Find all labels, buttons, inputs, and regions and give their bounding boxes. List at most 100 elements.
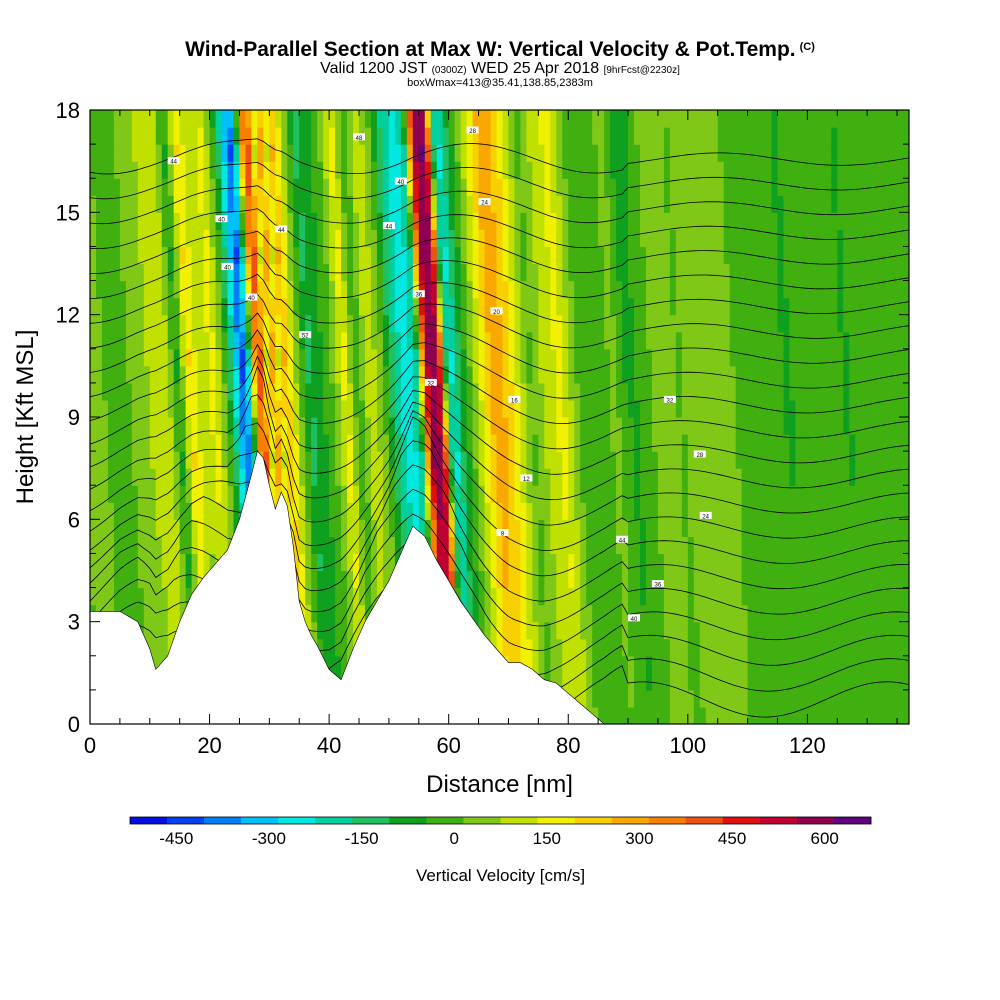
velocity-cell — [657, 417, 665, 435]
velocity-cell — [107, 485, 115, 503]
velocity-cell — [580, 144, 587, 162]
velocity-cell — [753, 365, 761, 384]
velocity-cell — [687, 382, 695, 401]
velocity-cell — [747, 246, 755, 265]
velocity-cell — [705, 348, 713, 367]
velocity-cell — [610, 297, 617, 316]
velocity-cell — [376, 229, 384, 248]
contour-label-box — [215, 215, 228, 223]
velocity-cell — [903, 502, 909, 520]
velocity-cell — [604, 297, 611, 316]
velocity-cell — [287, 365, 294, 384]
velocity-cell — [753, 706, 761, 724]
velocity-cell — [281, 451, 288, 469]
velocity-cell — [771, 468, 779, 486]
velocity-cell — [197, 485, 205, 503]
velocity-cell — [233, 263, 241, 282]
velocity-cell — [502, 570, 510, 589]
velocity-cell — [873, 485, 880, 503]
velocity-cell — [329, 297, 336, 316]
velocity-cell — [550, 110, 557, 128]
velocity-cell — [137, 178, 145, 196]
velocity-cell — [239, 263, 247, 282]
velocity-cell — [801, 348, 808, 367]
velocity-cell — [317, 638, 324, 657]
velocity-cell — [95, 263, 103, 282]
velocity-cell — [418, 280, 426, 299]
velocity-cell — [897, 604, 904, 623]
velocity-cell — [418, 502, 426, 520]
velocity-cell — [215, 127, 223, 145]
velocity-cell — [699, 672, 707, 691]
velocity-cell — [729, 348, 737, 367]
velocity-cell — [305, 382, 312, 401]
velocity-cell — [861, 502, 868, 520]
velocity-cell — [305, 519, 312, 537]
velocity-cell — [693, 587, 701, 606]
velocity-cell — [215, 417, 223, 435]
velocity-cell — [221, 519, 229, 537]
velocity-cell — [657, 365, 665, 384]
velocity-cell — [556, 502, 563, 520]
velocity-cell — [855, 417, 862, 435]
velocity-cell — [520, 212, 527, 230]
velocity-cell — [819, 417, 826, 435]
velocity-cell — [257, 382, 264, 401]
velocity-cell — [364, 587, 372, 606]
velocity-cell — [729, 212, 737, 230]
velocity-cell — [843, 502, 850, 520]
velocity-cell — [789, 144, 797, 162]
velocity-cell — [711, 314, 719, 333]
velocity-cell — [269, 246, 276, 265]
velocity-cell — [801, 246, 808, 265]
velocity-cell — [436, 553, 444, 572]
velocity-cell — [484, 161, 492, 179]
velocity-cell — [741, 178, 749, 196]
velocity-cell — [747, 519, 755, 537]
velocity-cell — [825, 587, 832, 606]
velocity-cell — [412, 502, 420, 520]
velocity-cell — [532, 314, 539, 333]
velocity-cell — [245, 468, 253, 486]
velocity-cell — [765, 110, 773, 128]
velocity-cell — [849, 638, 856, 657]
velocity-cell — [317, 434, 324, 452]
velocity-cell — [520, 553, 527, 572]
velocity-cell — [359, 280, 366, 299]
velocity-cell — [113, 468, 121, 486]
velocity-cell — [478, 297, 486, 316]
velocity-cell — [789, 672, 797, 691]
velocity-cell — [759, 553, 767, 572]
velocity-cell — [329, 570, 336, 589]
velocity-cell — [765, 195, 773, 213]
velocity-cell — [484, 485, 492, 503]
velocity-cell — [861, 229, 868, 248]
velocity-cell — [341, 382, 348, 401]
velocity-cell — [574, 314, 581, 333]
velocity-cell — [687, 229, 695, 248]
velocity-cell — [472, 519, 480, 537]
velocity-cell — [795, 246, 802, 265]
velocity-cell — [657, 348, 665, 367]
velocity-cell — [179, 485, 187, 503]
velocity-cell — [353, 502, 360, 520]
velocity-cell — [341, 604, 348, 623]
velocity-cell — [568, 110, 575, 128]
velocity-cell — [275, 485, 282, 503]
velocity-cell — [580, 314, 587, 333]
velocity-cell — [466, 485, 474, 503]
velocity-cell — [711, 178, 719, 196]
velocity-cell — [598, 178, 605, 196]
velocity-cell — [729, 161, 737, 179]
theta-contour-line — [90, 185, 909, 225]
velocity-cell — [729, 229, 737, 248]
velocity-cell — [376, 502, 384, 520]
velocity-cell — [173, 399, 181, 418]
velocity-cell — [729, 587, 737, 606]
velocity-cell — [663, 365, 671, 384]
velocity-cell — [801, 297, 808, 316]
velocity-cell — [747, 348, 755, 367]
velocity-cell — [484, 502, 492, 520]
velocity-cell — [795, 485, 802, 503]
velocity-cell — [359, 519, 366, 537]
